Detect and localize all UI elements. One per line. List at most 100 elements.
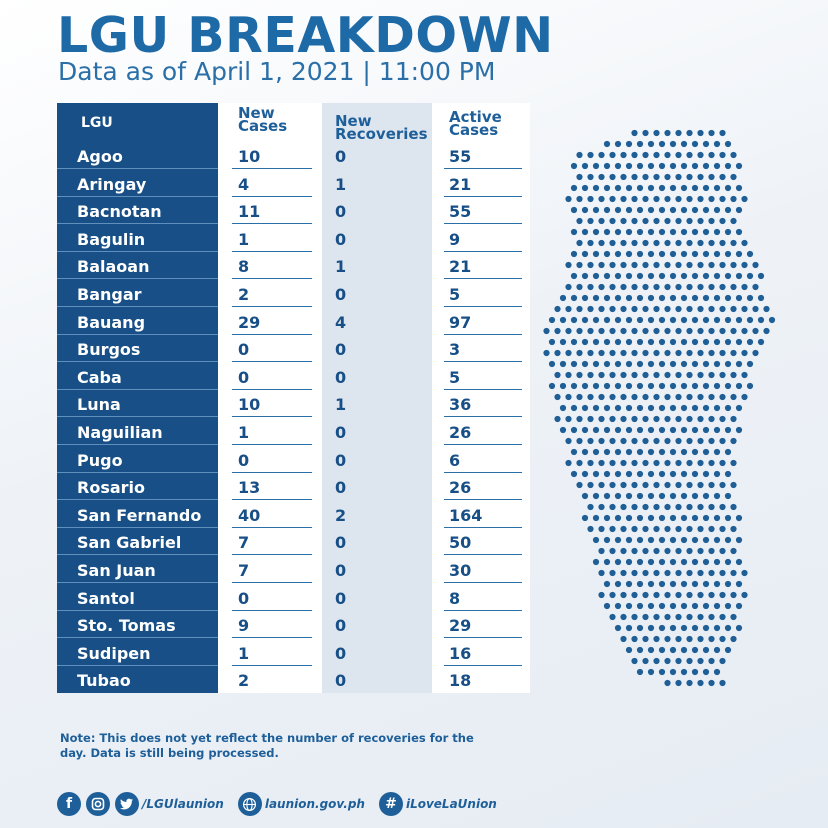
map-dot bbox=[620, 547, 627, 555]
map-dot bbox=[548, 338, 556, 346]
cell-new-cases: 7 bbox=[238, 561, 250, 580]
map-dot bbox=[702, 316, 710, 324]
map-dot bbox=[680, 360, 688, 368]
map-dot bbox=[708, 525, 715, 533]
map-dot bbox=[735, 624, 743, 632]
row-divider bbox=[232, 306, 312, 307]
map-dot bbox=[636, 382, 644, 390]
map-dot bbox=[647, 426, 655, 434]
map-dot bbox=[697, 569, 704, 577]
map-dot bbox=[642, 195, 649, 203]
map-dot bbox=[620, 635, 627, 643]
map-dot bbox=[592, 316, 600, 324]
map-dot bbox=[664, 547, 671, 555]
row-divider bbox=[444, 361, 522, 363]
map-dot bbox=[614, 426, 622, 434]
map-dot bbox=[636, 228, 644, 236]
map-dot bbox=[664, 657, 671, 665]
map-dot bbox=[554, 415, 561, 423]
map-dot bbox=[697, 261, 704, 269]
map-dot bbox=[620, 283, 627, 291]
cell-active-cases: 164 bbox=[449, 505, 483, 525]
row-divider bbox=[57, 361, 218, 363]
map-dot bbox=[686, 151, 693, 159]
map-dot bbox=[713, 360, 721, 368]
map-dot bbox=[702, 492, 710, 500]
map-dot bbox=[719, 547, 726, 555]
row-divider bbox=[232, 582, 312, 583]
twitter-icon[interactable] bbox=[115, 792, 139, 816]
map-dot bbox=[675, 569, 682, 577]
map-dot bbox=[719, 283, 726, 291]
map-dot bbox=[642, 151, 649, 159]
map-dot bbox=[581, 250, 589, 258]
map-dot bbox=[730, 415, 737, 423]
map-dot bbox=[631, 173, 638, 181]
map-dot bbox=[581, 448, 589, 456]
map-dot bbox=[647, 360, 655, 368]
map-dot bbox=[675, 459, 682, 467]
map-dot bbox=[713, 250, 721, 258]
map-dot bbox=[570, 404, 578, 412]
map-dot bbox=[587, 481, 594, 489]
map-dot bbox=[614, 558, 622, 566]
map-dot bbox=[642, 657, 649, 665]
map-dot bbox=[620, 393, 627, 401]
hashtag-text[interactable]: iLoveLaUnion bbox=[405, 797, 497, 811]
table-row: Agoo 10 0 55 bbox=[57, 143, 530, 170]
map-dot bbox=[746, 338, 754, 346]
social-handle[interactable]: /LGUlaunion bbox=[142, 797, 224, 811]
map-dot bbox=[653, 349, 660, 357]
map-dot bbox=[686, 613, 693, 621]
globe-icon[interactable] bbox=[237, 792, 262, 816]
map-dot bbox=[702, 206, 710, 214]
map-dot bbox=[680, 624, 688, 632]
hashtag-icon[interactable]: # bbox=[378, 792, 403, 816]
map-dot bbox=[735, 536, 743, 544]
map-dot bbox=[647, 536, 655, 544]
map-dot bbox=[708, 569, 715, 577]
row-divider bbox=[444, 582, 522, 583]
row-divider bbox=[57, 168, 218, 169]
map-dot bbox=[730, 437, 737, 445]
map-dot bbox=[587, 459, 594, 467]
row-divider bbox=[444, 554, 522, 556]
map-dot bbox=[576, 327, 583, 335]
map-dot bbox=[746, 272, 754, 280]
map-dot bbox=[669, 184, 677, 192]
map-dot bbox=[658, 580, 666, 588]
instagram-icon[interactable] bbox=[86, 792, 110, 816]
map-dot bbox=[642, 239, 649, 247]
row-divider bbox=[57, 582, 218, 583]
map-dot bbox=[625, 602, 633, 610]
map-dot bbox=[647, 492, 655, 500]
map-dot bbox=[719, 349, 726, 357]
website-link[interactable]: launion.gov.ph bbox=[264, 797, 365, 811]
map-dot bbox=[592, 382, 600, 390]
map-dot bbox=[642, 547, 649, 555]
map-dot bbox=[719, 503, 726, 511]
row-divider bbox=[57, 250, 218, 252]
map-dot bbox=[757, 316, 765, 324]
map-dot bbox=[686, 591, 693, 599]
map-dot bbox=[614, 624, 622, 632]
map-dot bbox=[724, 338, 732, 346]
map-dot bbox=[724, 536, 732, 544]
map-dot bbox=[697, 393, 704, 401]
facebook-icon[interactable]: f bbox=[57, 792, 81, 816]
map-dot bbox=[620, 459, 627, 467]
map-dot bbox=[625, 140, 633, 148]
map-dot bbox=[554, 349, 561, 357]
map-dot bbox=[603, 316, 611, 324]
map-dot bbox=[658, 646, 666, 654]
map-dot bbox=[598, 305, 605, 313]
map-dot bbox=[686, 459, 693, 467]
map-dot bbox=[686, 657, 693, 665]
map-dot bbox=[669, 140, 677, 148]
map-dot bbox=[647, 514, 655, 522]
map-dot bbox=[603, 162, 611, 170]
cell-new-cases: 0 bbox=[238, 367, 250, 387]
map-dot bbox=[697, 679, 704, 687]
map-dot bbox=[642, 173, 649, 181]
map-dot bbox=[680, 492, 688, 500]
